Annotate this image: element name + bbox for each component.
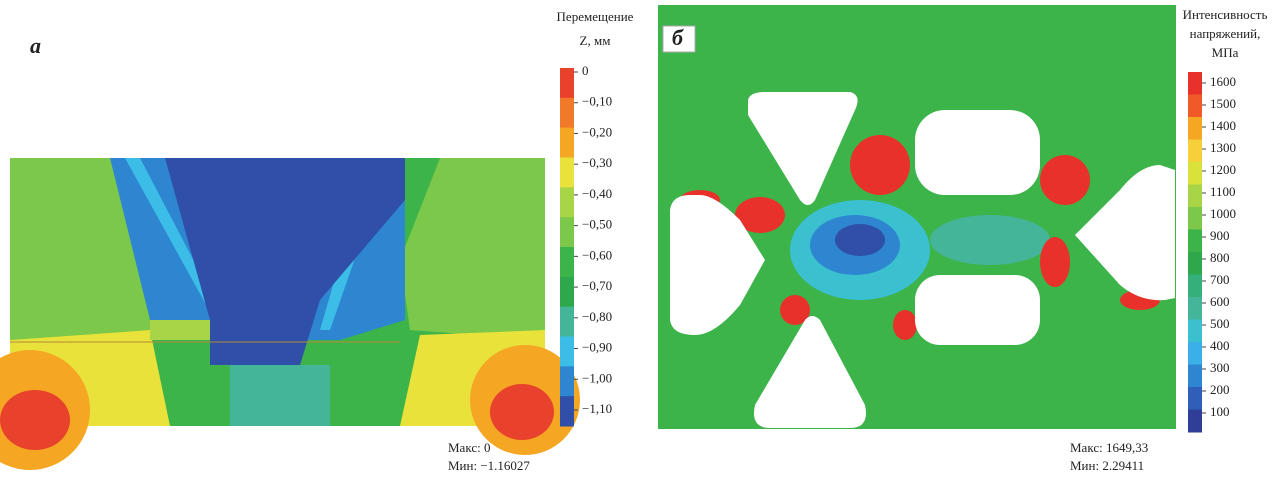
stress-plot <box>658 5 1176 429</box>
colorbar-a: 0 −0,10 −0,20 −0,30 −0,40 −0,50 −0,60 −0,70 −0,8… <box>560 63 612 427</box>
scale-label: 1100 <box>1210 184 1236 199</box>
max-value: Макс: 1649,33 <box>1070 440 1148 455</box>
scale-label: 1400 <box>1210 118 1236 133</box>
scale-label: −0,20 <box>582 124 612 139</box>
scale-label: 1200 <box>1210 162 1236 177</box>
legend-title: Перемещение <box>557 9 634 24</box>
scale-label: 300 <box>1210 360 1230 375</box>
color-band <box>560 158 574 188</box>
color-band <box>1188 140 1202 163</box>
min-value: Мин: 2.29411 <box>1070 458 1144 473</box>
color-band <box>560 396 574 426</box>
legend-title: Интенсивность <box>1183 7 1268 22</box>
color-band <box>560 366 574 396</box>
min-value: Мин: −1.16027 <box>448 458 530 473</box>
scale-label: −1,00 <box>582 370 612 385</box>
color-band <box>1188 117 1202 140</box>
scale-label: 400 <box>1210 338 1230 353</box>
scale-label: 900 <box>1210 228 1230 243</box>
scale-label: 100 <box>1210 404 1230 419</box>
color-band <box>560 337 574 367</box>
color-band <box>1188 95 1202 118</box>
scale-label: 1300 <box>1210 140 1236 155</box>
color-band <box>1188 252 1202 275</box>
scale-label: −0,90 <box>582 340 612 355</box>
color-band <box>1188 410 1202 433</box>
scale-label: 1600 <box>1210 74 1236 89</box>
scale-label: −0,30 <box>582 155 612 170</box>
scale-label: 200 <box>1210 382 1230 397</box>
color-band <box>1188 387 1202 410</box>
color-band <box>1188 275 1202 298</box>
color-band <box>1188 297 1202 320</box>
scale-label: 1500 <box>1210 96 1236 111</box>
color-band <box>560 247 574 277</box>
scale-label: −1,10 <box>582 401 612 416</box>
displacement-plot <box>0 158 580 470</box>
scale-label: −0,40 <box>582 186 612 201</box>
panel-label: б <box>672 25 684 50</box>
color-band <box>1188 207 1202 230</box>
color-band <box>1188 162 1202 185</box>
colorbar-b: 1600 1500 1400 1300 1200 1100 1000 900 800 700 600… <box>1188 72 1236 433</box>
color-band <box>1188 72 1202 95</box>
scale-label: 0 <box>582 63 589 78</box>
scale-label: 800 <box>1210 250 1230 265</box>
color-band <box>1188 320 1202 343</box>
color-band <box>560 128 574 158</box>
scale-label: −0,80 <box>582 309 612 324</box>
scale-label: 1000 <box>1210 206 1236 221</box>
scale-label: −0,70 <box>582 278 612 293</box>
scale-label: −0,10 <box>582 94 612 109</box>
figure: 0 −0,10 −0,20 −0,30 −0,40 −0,50 −0,60 −0,70 −0,8… <box>0 0 1277 477</box>
panel-label: а <box>30 33 41 58</box>
color-band <box>560 277 574 307</box>
color-band <box>560 187 574 217</box>
scale-label: −0,60 <box>582 247 612 262</box>
color-band <box>560 98 574 128</box>
scale-label: −0,50 <box>582 217 612 232</box>
color-band <box>1188 230 1202 253</box>
scale-label: 700 <box>1210 272 1230 287</box>
color-band <box>1188 185 1202 208</box>
color-band <box>560 307 574 337</box>
legend-title: напряжений, <box>1190 26 1261 41</box>
legend-title: Z, мм <box>580 33 611 48</box>
max-value: Макс: 0 <box>448 440 490 455</box>
scale-label: 600 <box>1210 294 1230 309</box>
color-band <box>560 68 574 98</box>
scale-label: 500 <box>1210 316 1230 331</box>
color-band <box>1188 342 1202 365</box>
color-band <box>1188 365 1202 388</box>
legend-title: МПа <box>1212 45 1239 60</box>
color-band <box>560 217 574 247</box>
